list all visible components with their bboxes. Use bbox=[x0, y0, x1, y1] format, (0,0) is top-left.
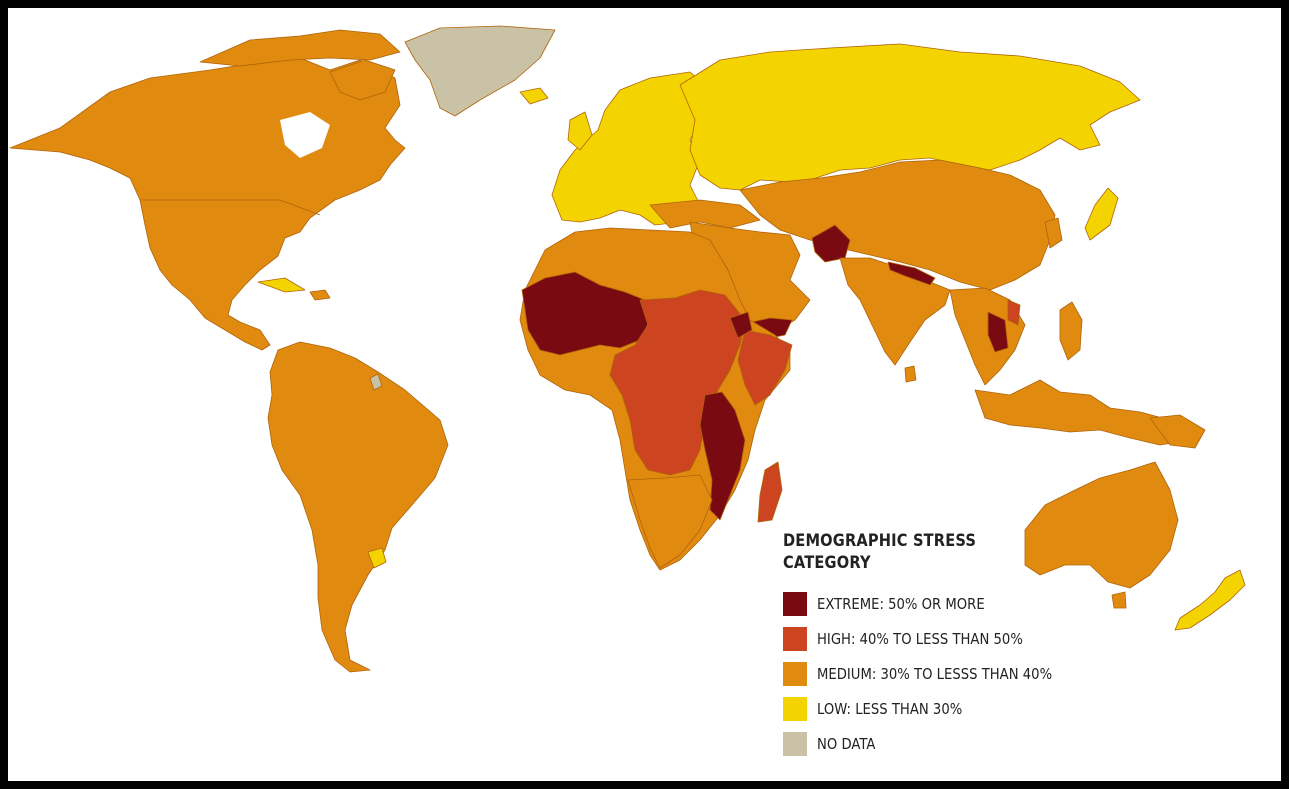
hispaniola bbox=[309, 289, 331, 301]
british-isles bbox=[567, 111, 593, 151]
legend-items: EXTREME: 50% OR MORE HIGH: 40% TO LESS TH… bbox=[783, 586, 1113, 761]
us-canada-border bbox=[140, 199, 321, 216]
indonesia-malaysia bbox=[974, 379, 1191, 446]
cuba bbox=[257, 277, 306, 293]
legend-title-line1: DEMOGRAPHIC STRESS bbox=[783, 531, 977, 551]
iceland bbox=[519, 87, 549, 105]
uruguay bbox=[367, 547, 387, 569]
world-map bbox=[9, 25, 1246, 673]
korea bbox=[1044, 217, 1063, 249]
baffin-island bbox=[329, 59, 396, 101]
laos-cambodia bbox=[987, 311, 1009, 353]
philippines bbox=[1059, 301, 1083, 361]
map-frame: DEMOGRAPHIC STRESS CATEGORY EXTREME: 50%… bbox=[8, 8, 1281, 781]
southeast-asia bbox=[949, 287, 1026, 386]
legend-item: LOW: LESS THAN 30% bbox=[783, 691, 1113, 726]
legend-item: MEDIUM: 30% TO LESSS THAN 40% bbox=[783, 656, 1113, 691]
australia bbox=[1024, 461, 1179, 589]
legend-swatch bbox=[783, 731, 807, 756]
south-america bbox=[267, 341, 449, 673]
southern-africa bbox=[627, 474, 713, 569]
arctic-islands bbox=[199, 29, 401, 67]
russia bbox=[679, 43, 1141, 191]
east-africa-extreme bbox=[699, 391, 746, 521]
north-america-region bbox=[9, 57, 406, 351]
legend-label: MEDIUM: 30% TO LESSS THAN 40% bbox=[817, 664, 1053, 683]
greece-turkey-balkans bbox=[649, 199, 761, 229]
legend-title: DEMOGRAPHIC STRESS CATEGORY bbox=[783, 530, 1067, 574]
legend-title-line2: CATEGORY bbox=[783, 553, 871, 573]
madagascar bbox=[757, 461, 783, 523]
legend-label: HIGH: 40% TO LESS THAN 50% bbox=[817, 629, 1023, 648]
sri-lanka bbox=[904, 365, 917, 383]
south-asia bbox=[839, 257, 951, 366]
legend: DEMOGRAPHIC STRESS CATEGORY EXTREME: 50%… bbox=[783, 530, 1113, 761]
legend-swatch bbox=[783, 696, 807, 721]
legend-label: LOW: LESS THAN 30% bbox=[817, 699, 963, 718]
tasmania bbox=[1111, 591, 1127, 609]
legend-swatch bbox=[783, 661, 807, 686]
legend-item: NO DATA bbox=[783, 726, 1113, 761]
legend-label: EXTREME: 50% OR MORE bbox=[817, 594, 985, 613]
nepal bbox=[887, 261, 936, 286]
greenland bbox=[404, 25, 556, 117]
hudson-bay bbox=[280, 112, 330, 158]
new-zealand bbox=[1174, 569, 1246, 631]
legend-item: HIGH: 40% TO LESS THAN 50% bbox=[783, 621, 1113, 656]
legend-item: EXTREME: 50% OR MORE bbox=[783, 586, 1113, 621]
papua-new-guinea bbox=[1149, 414, 1206, 449]
french-guiana bbox=[369, 373, 383, 391]
vietnam-high bbox=[1007, 299, 1021, 326]
central-africa-high bbox=[609, 289, 746, 476]
horn-of-africa bbox=[737, 329, 793, 406]
legend-swatch bbox=[783, 591, 807, 616]
legend-label: NO DATA bbox=[817, 734, 876, 753]
legend-swatch bbox=[783, 626, 807, 651]
eritrea-extreme bbox=[729, 311, 753, 339]
japan bbox=[1084, 187, 1119, 241]
